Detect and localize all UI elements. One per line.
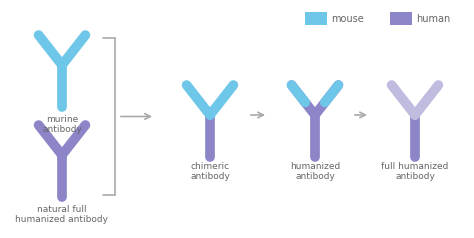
Text: natural full
humanized antibody: natural full humanized antibody bbox=[16, 205, 109, 224]
Text: humanized
antibody: humanized antibody bbox=[290, 162, 340, 181]
Bar bbox=[305, 12, 327, 25]
Text: chimeric
antibody: chimeric antibody bbox=[190, 162, 230, 181]
Bar bbox=[390, 12, 412, 25]
Text: human: human bbox=[416, 14, 450, 24]
Text: murine
antibody: murine antibody bbox=[42, 115, 82, 134]
Text: mouse: mouse bbox=[331, 14, 364, 24]
Text: full humanized
antibody: full humanized antibody bbox=[381, 162, 449, 181]
